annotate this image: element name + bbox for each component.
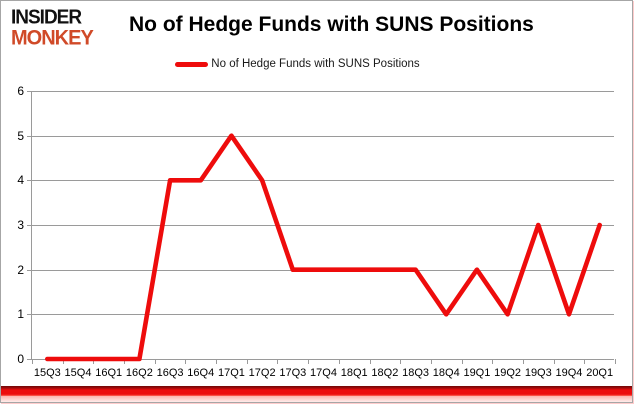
x-axis-label: 16Q2	[125, 367, 153, 379]
y-axis-label: 1	[17, 307, 24, 322]
x-axis-tick	[430, 359, 432, 364]
x-axis-tick	[277, 359, 279, 364]
x-axis-tick	[461, 359, 463, 364]
legend: No of Hedge Funds with SUNS Positions	[1, 58, 613, 70]
x-axis-tick	[369, 359, 371, 364]
x-axis-label: 18Q2	[371, 367, 399, 379]
x-axis-tick	[400, 359, 402, 364]
logo-monkey-text: MONKEY	[11, 26, 94, 50]
insider-monkey-logo: INSIDER MONKEY	[11, 6, 94, 50]
x-axis-label: 16Q3	[156, 367, 184, 379]
x-axis-label: 19Q4	[555, 367, 583, 379]
x-axis-label: 19Q3	[524, 367, 552, 379]
x-axis-tick	[32, 359, 33, 364]
x-axis-label: 16Q1	[95, 367, 123, 379]
x-axis-tick	[185, 359, 187, 364]
x-axis-tick	[124, 359, 126, 364]
chart-title: No of Hedge Funds with SUNS Positions	[129, 13, 534, 36]
y-axis-tick	[27, 135, 32, 137]
x-axis-label: 20Q1	[586, 367, 614, 379]
x-axis-tick	[62, 359, 64, 364]
x-axis-tick	[492, 359, 494, 364]
y-axis-label: 2	[17, 262, 24, 277]
x-axis-label: 15Q4	[64, 367, 92, 379]
x-axis-tick	[308, 359, 310, 364]
x-axis-tick	[216, 359, 218, 364]
gridline	[32, 359, 614, 360]
gridline	[32, 180, 614, 182]
y-axis-tick	[27, 314, 32, 316]
x-axis-tick	[615, 359, 616, 364]
gridline	[32, 91, 614, 92]
y-axis-label: 0	[17, 352, 24, 366]
bottom-ribbon-shadow	[1, 396, 632, 402]
x-axis-label: 17Q4	[310, 367, 337, 379]
line-chart-canvas	[45, 133, 603, 362]
x-axis-label: 19Q1	[463, 367, 491, 379]
y-axis-tick	[27, 359, 32, 360]
x-axis-tick	[93, 359, 95, 364]
x-axis-label: 18Q4	[432, 367, 460, 379]
y-axis-label: 6	[17, 84, 24, 98]
x-axis-tick	[553, 359, 555, 364]
x-axis-label: 18Q3	[402, 367, 430, 379]
x-axis-tick	[154, 359, 156, 364]
x-axis-tick	[246, 359, 248, 364]
x-axis-tick	[338, 359, 340, 364]
gridline	[32, 135, 614, 137]
y-axis-label: 4	[17, 173, 24, 188]
y-axis-tick	[27, 269, 32, 271]
x-axis-label: 17Q3	[279, 367, 307, 379]
x-axis-label: 17Q1	[217, 367, 245, 379]
series-line-suns	[45, 133, 603, 362]
y-axis-label: 5	[17, 128, 24, 143]
x-axis-tick	[584, 359, 586, 364]
x-axis-label: 16Q4	[187, 367, 215, 379]
y-axis-tick	[27, 91, 32, 92]
legend-line-swatch	[175, 61, 209, 67]
gridline	[32, 314, 614, 316]
y-axis-label: 3	[17, 218, 24, 232]
x-axis-label: 15Q3	[33, 367, 61, 379]
x-axis-tick	[522, 359, 524, 364]
legend-label: No of Hedge Funds with SUNS Positions	[211, 58, 420, 70]
x-axis-label: 18Q1	[340, 367, 368, 379]
logo-insider-text: INSIDER	[11, 6, 82, 29]
x-axis-label: 19Q2	[494, 367, 522, 379]
x-axis-label: 17Q2	[248, 367, 276, 379]
gridline	[32, 225, 614, 226]
bottom-red-ribbon	[1, 386, 632, 396]
y-axis-tick	[27, 225, 32, 226]
y-axis-tick	[27, 180, 32, 182]
plot-area: 0 1 2 3 4 5 6 15Q3 15Q4 16Q1 16Q2 16Q3 16Q4 17Q1 17Q2 1…	[17, 84, 616, 379]
